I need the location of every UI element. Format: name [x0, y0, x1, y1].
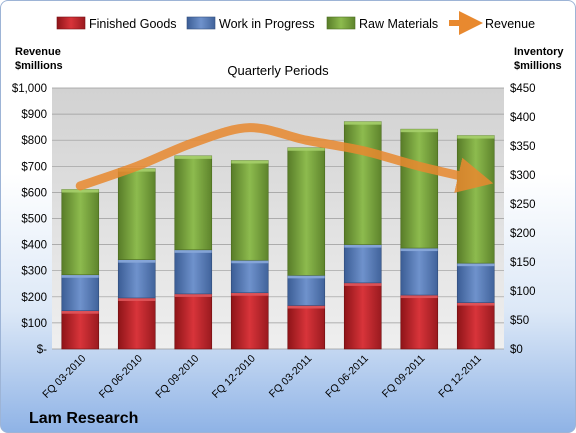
- bar-finished-goods: [343, 282, 382, 350]
- bar-finished-goods-cap: [287, 305, 325, 309]
- bar-finished-goods: [117, 297, 156, 350]
- left-axis-title-line1: Revenue: [15, 46, 61, 58]
- left-tick-label: $400: [21, 240, 47, 252]
- bar-raw-materials-cap: [400, 129, 438, 133]
- legend-swatch-work-in-progress: [186, 16, 216, 30]
- bar-raw-materials: [61, 189, 100, 276]
- left-tick-label: $100: [21, 318, 47, 330]
- bar-finished-goods: [174, 293, 213, 350]
- bar-work-in-progress-cap: [400, 248, 438, 252]
- right-tick-label: $100: [510, 286, 536, 298]
- x-tick-label: FQ 12-2010: [210, 353, 258, 401]
- bar-work-in-progress-cap: [457, 263, 495, 267]
- left-tick-label: $700: [21, 161, 47, 173]
- right-axis-title-line1: Inventory: [514, 46, 564, 58]
- right-tick-label: $250: [510, 199, 536, 211]
- left-axis-title-line2: $millions: [15, 60, 63, 72]
- left-tick-label: $1,000: [12, 83, 47, 95]
- bar-raw-materials-cap: [174, 155, 212, 159]
- right-tick-label: $150: [510, 257, 536, 269]
- bar-raw-materials-cap: [344, 121, 382, 125]
- right-tick-label: $450: [510, 83, 536, 95]
- revenue-trend-line: [75, 123, 494, 193]
- x-tick-label: FQ 06-2011: [323, 353, 371, 401]
- bar-finished-goods: [287, 305, 326, 350]
- right-tick-label: $0: [510, 344, 523, 356]
- bar-finished-goods: [230, 292, 269, 350]
- bar-raw-materials: [343, 121, 382, 245]
- x-tick-label: FQ 06-2010: [97, 353, 145, 401]
- left-tick-label: $500: [21, 214, 47, 226]
- x-tick-label: FQ 03-2010: [40, 353, 88, 401]
- bar-work-in-progress-cap: [61, 274, 99, 278]
- bar-raw-materials: [117, 168, 156, 260]
- bar-raw-materials: [174, 155, 213, 251]
- left-tick-label: $300: [21, 266, 47, 278]
- right-tick-label: $350: [510, 141, 536, 153]
- bar-finished-goods-cap: [118, 297, 156, 301]
- bar-work-in-progress: [343, 244, 382, 284]
- bar-finished-goods-cap: [344, 282, 382, 286]
- bar-finished-goods-cap: [457, 302, 495, 306]
- bar-finished-goods-cap: [400, 295, 438, 299]
- bar-finished-goods-cap: [174, 293, 212, 297]
- bar-raw-materials: [287, 147, 326, 276]
- left-tick-label: $600: [21, 187, 47, 199]
- bar-raw-materials-cap: [231, 160, 269, 164]
- bar-work-in-progress: [174, 249, 213, 295]
- bar-work-in-progress: [230, 259, 269, 294]
- revenue-trend: [75, 123, 494, 193]
- left-axis-ticks: $- $100 $200 $300 $400 $500 $600 $700 $800 $900 $1…: [12, 83, 47, 356]
- right-tick-label: $400: [510, 112, 536, 124]
- legend: Finished Goods Work in Progress Raw Mate…: [56, 11, 535, 35]
- x-axis-ticks: FQ 03-2010 FQ 06-2010 FQ 09-2010 FQ 12-2010…: [40, 353, 484, 401]
- bar-work-in-progress-cap: [287, 275, 325, 279]
- left-tick-label: $200: [21, 292, 47, 304]
- legend-swatch-finished-goods: [56, 16, 86, 30]
- bar-work-in-progress-cap: [344, 244, 382, 248]
- x-tick-label: FQ 09-2010: [153, 353, 201, 401]
- legend-swatch-raw-materials: [326, 16, 356, 30]
- bar-finished-goods: [456, 302, 495, 350]
- bar-work-in-progress: [61, 274, 100, 312]
- left-tick-label: $-: [37, 344, 47, 356]
- bar-raw-materials-cap: [287, 147, 325, 151]
- bar-work-in-progress: [117, 259, 156, 299]
- company-name: Lam Research: [29, 410, 138, 427]
- legend-label-work-in-progress: Work in Progress: [219, 17, 315, 31]
- bar-raw-materials-cap: [457, 135, 495, 139]
- right-tick-label: $300: [510, 170, 536, 182]
- x-tick-label: FQ 12-2011: [436, 353, 484, 401]
- right-axis-ticks: $0 $50 $100 $150 $200 $250 $300 $350 $400 $450: [510, 83, 536, 356]
- bar-work-in-progress-cap: [231, 260, 269, 264]
- bar-finished-goods: [61, 310, 100, 350]
- left-tick-label: $800: [21, 135, 47, 147]
- right-axis-title-line2: $millions: [514, 60, 562, 72]
- chart-subtitle: Quarterly Periods: [227, 63, 329, 78]
- right-tick-label: $50: [510, 315, 529, 327]
- bar-work-in-progress-cap: [174, 249, 212, 253]
- x-tick-label: FQ 09-2011: [380, 353, 428, 401]
- bar-raw-materials: [400, 128, 439, 249]
- right-tick-label: $200: [510, 228, 536, 240]
- bar-raw-materials-cap: [61, 189, 99, 193]
- legend-label-raw-materials: Raw Materials: [359, 17, 438, 31]
- bar-raw-materials: [456, 135, 495, 264]
- bar-stacks: [61, 121, 495, 350]
- bar-work-in-progress: [287, 275, 326, 306]
- legend-label-revenue: Revenue: [485, 17, 535, 31]
- bar-work-in-progress: [456, 262, 495, 303]
- legend-label-finished-goods: Finished Goods: [89, 17, 177, 31]
- bar-finished-goods: [400, 294, 439, 350]
- bar-raw-materials: [230, 160, 269, 261]
- bar-finished-goods-cap: [231, 292, 269, 296]
- bar-finished-goods-cap: [61, 310, 99, 314]
- bar-work-in-progress: [400, 247, 439, 296]
- bar-work-in-progress-cap: [118, 259, 156, 263]
- left-tick-label: $900: [21, 109, 47, 121]
- x-tick-label: FQ 03-2011: [267, 353, 315, 401]
